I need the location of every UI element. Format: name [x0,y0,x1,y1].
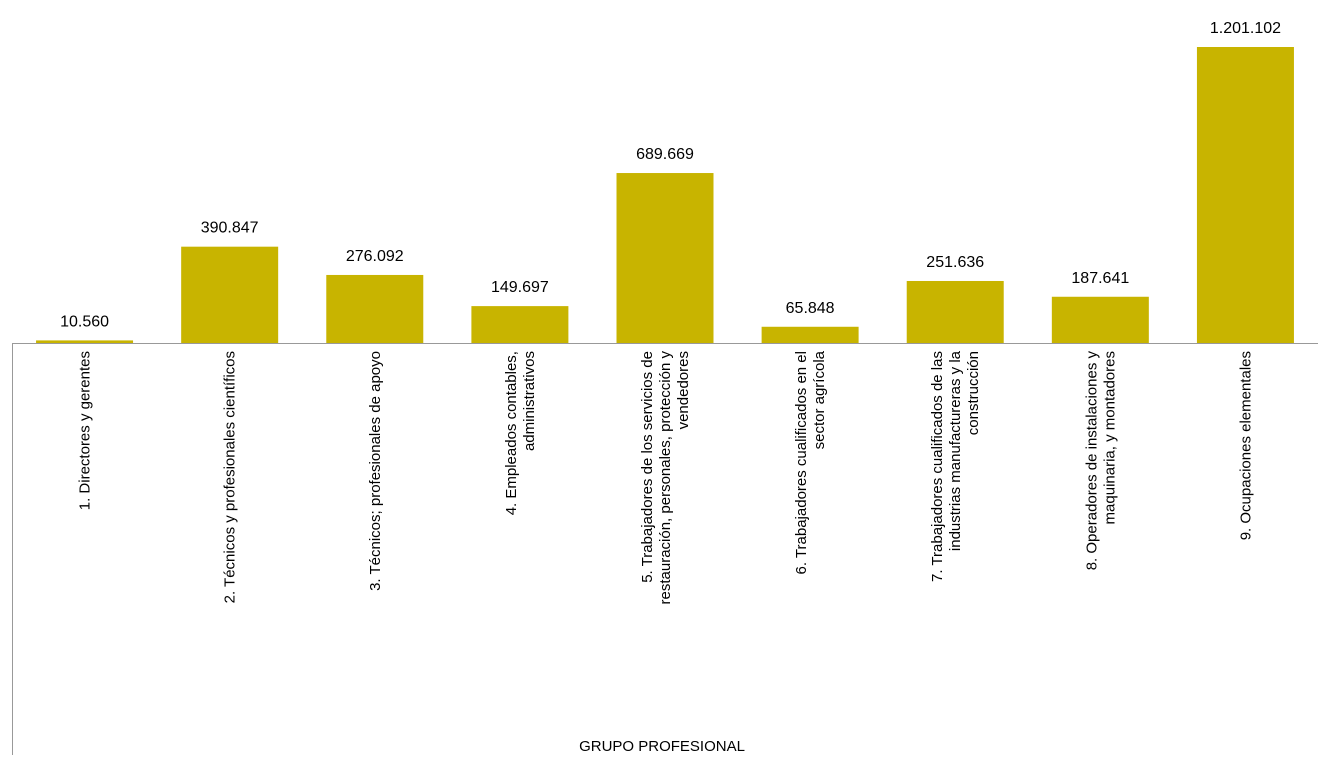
value-label-2: 390.847 [201,220,259,237]
value-label-8: 187.641 [1071,270,1129,287]
bar-5 [616,173,714,343]
category-label-line: 1. Directores y gerentes [77,351,94,510]
category-label-line: 2. Técnicos y profesionales científicos [222,351,239,603]
category-labels-layer: 1. Directores y gerentes 2. Técnicos y pr… [77,350,1255,604]
value-label-1: 10.560 [60,313,109,330]
value-label-9: 1.201.102 [1210,20,1281,37]
category-label-8: 8. Operadores de instalaciones y maquinar… [1083,351,1118,571]
bar-8 [1051,296,1149,343]
value-labels-layer: 10.560 390.847 276.092 149.697 689.669 65.848… [60,20,1281,330]
bar-2 [181,246,279,343]
category-label-3: 3. Técnicos; profesionales de apoyo [367,351,384,591]
value-label-5: 689.669 [636,146,694,163]
category-label-line: sector agrícola [811,350,828,449]
bar-1 [36,340,134,343]
bar-6 [761,326,859,343]
category-label-5: 5. Trabajadores de los servicios de resta… [639,351,692,605]
x-axis-title: GRUPO PROFESIONAL [579,738,745,755]
category-label-line: administrativos [521,351,538,451]
category-label-line: 5. Trabajadores de los servicios de [639,351,656,583]
category-label-6: 6. Trabajadores cualificados en el sector… [793,350,828,574]
category-label-line: construcción [965,351,982,435]
category-label-line: 7. Trabajadores cualificados de las [929,351,946,582]
value-label-3: 276.092 [346,248,404,265]
bar-9 [1196,47,1294,343]
category-label-1: 1. Directores y gerentes [77,351,94,510]
bar-3 [326,274,424,343]
category-label-9: 9. Ocupaciones elementales [1237,351,1254,540]
category-label-line: 6. Trabajadores cualificados en el [793,351,810,574]
category-label-line: 4. Empleados contables, [503,351,520,515]
category-label-line: maquinaria, y montadores [1101,351,1118,524]
category-label-2: 2. Técnicos y profesionales científicos [222,351,239,603]
category-label-line: 8. Operadores de instalaciones y [1083,351,1100,571]
category-label-line: vendedores [675,351,692,429]
category-label-line: restauración, personales, protección y [657,351,674,605]
axis-layer [12,343,1318,755]
category-label-4: 4. Empleados contables, administrativos [503,351,538,515]
value-label-6: 65.848 [786,300,835,317]
value-label-7: 251.636 [926,254,984,271]
category-label-line: industrias manufactureras y la [947,350,964,551]
category-label-7: 7. Trabajadores cualificados de las indus… [929,350,982,582]
category-label-line: 3. Técnicos; profesionales de apoyo [367,351,384,591]
bar-4 [471,306,569,343]
bar-7 [906,280,1004,343]
value-label-4: 149.697 [491,279,549,296]
bars-layer [36,47,1294,343]
category-label-line: 9. Ocupaciones elementales [1237,351,1254,540]
